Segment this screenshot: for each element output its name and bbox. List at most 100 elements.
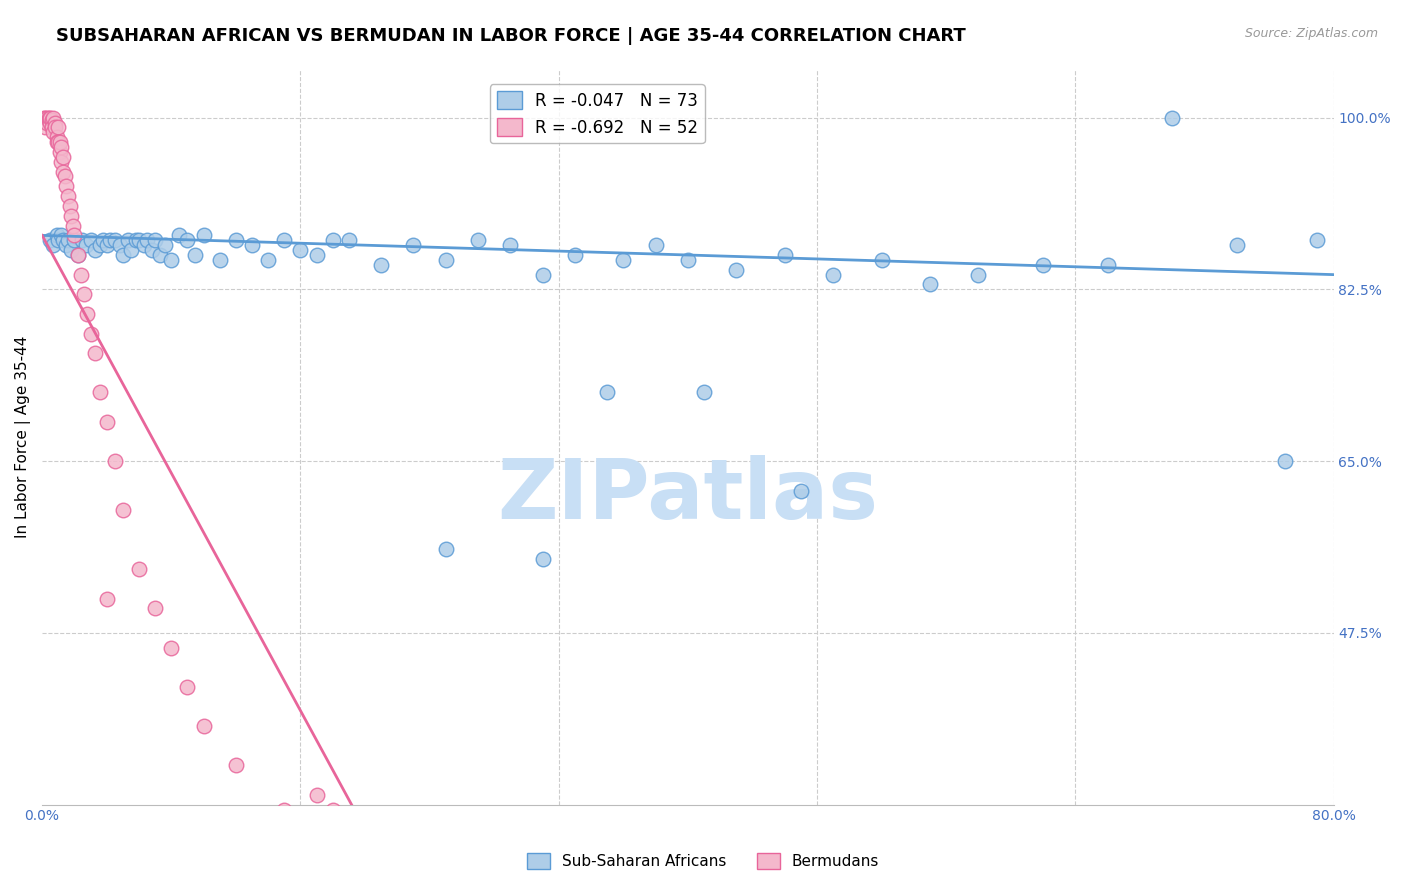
Point	[41, 112, 63, 127]
Point	[132, 238, 155, 252]
Point	[38, 111, 60, 125]
Point	[55, 179, 77, 194]
Point	[225, 758, 247, 772]
Point	[89, 385, 111, 400]
Point	[870, 252, 893, 267]
Point	[153, 238, 176, 252]
Point	[128, 562, 150, 576]
Point	[70, 268, 93, 282]
Point	[58, 199, 80, 213]
Point	[141, 243, 163, 257]
Point	[693, 385, 716, 400]
Point	[66, 248, 89, 262]
Point	[1306, 233, 1329, 247]
Point	[46, 135, 69, 149]
Point	[370, 258, 392, 272]
Point	[823, 268, 845, 282]
Point	[1161, 111, 1184, 125]
Point	[967, 268, 990, 282]
Point	[96, 415, 118, 429]
Point	[42, 238, 65, 252]
Point	[149, 248, 172, 262]
Point	[44, 120, 66, 135]
Point	[337, 233, 360, 247]
Point	[34, 120, 56, 135]
Point	[176, 680, 198, 694]
Legend: Sub-Saharan Africans, Bermudans: Sub-Saharan Africans, Bermudans	[520, 847, 886, 875]
Point	[240, 238, 263, 252]
Point	[79, 326, 101, 341]
Text: Source: ZipAtlas.com: Source: ZipAtlas.com	[1244, 27, 1378, 40]
Point	[612, 252, 634, 267]
Point	[208, 252, 231, 267]
Point	[918, 277, 941, 292]
Point	[402, 238, 425, 252]
Point	[104, 233, 127, 247]
Point	[434, 252, 457, 267]
Point	[225, 233, 247, 247]
Point	[169, 228, 191, 243]
Point	[644, 238, 666, 252]
Point	[596, 385, 619, 400]
Point	[531, 552, 554, 566]
Point	[53, 169, 76, 184]
Point	[193, 719, 215, 733]
Point	[1032, 258, 1054, 272]
Point	[725, 262, 748, 277]
Point	[66, 248, 89, 262]
Point	[143, 601, 166, 615]
Point	[128, 233, 150, 247]
Point	[98, 233, 121, 247]
Point	[41, 120, 63, 135]
Point	[52, 233, 75, 247]
Point	[790, 483, 813, 498]
Point	[84, 346, 107, 360]
Point	[564, 248, 586, 262]
Point	[273, 233, 295, 247]
Point	[45, 228, 67, 243]
Point	[76, 307, 98, 321]
Point	[290, 243, 312, 257]
Point	[35, 115, 58, 129]
Point	[32, 111, 55, 125]
Point	[56, 233, 79, 247]
Point	[531, 268, 554, 282]
Point	[1274, 454, 1296, 468]
Point	[273, 803, 295, 817]
Y-axis label: In Labor Force | Age 35-44: In Labor Force | Age 35-44	[15, 335, 31, 538]
Point	[322, 233, 344, 247]
Point	[184, 248, 207, 262]
Point	[104, 454, 127, 468]
Point	[60, 209, 83, 223]
Point	[62, 219, 84, 233]
Point	[93, 233, 115, 247]
Point	[467, 233, 489, 247]
Point	[773, 248, 796, 262]
Point	[49, 145, 72, 159]
Point	[60, 243, 83, 257]
Point	[120, 243, 142, 257]
Point	[39, 233, 62, 247]
Point	[63, 233, 86, 247]
Point	[676, 252, 699, 267]
Point	[305, 788, 328, 802]
Point	[45, 130, 67, 145]
Point	[45, 135, 67, 149]
Point	[499, 238, 522, 252]
Point	[84, 243, 107, 257]
Legend: R = -0.047   N = 73, R = -0.692   N = 52: R = -0.047 N = 73, R = -0.692 N = 52	[491, 84, 704, 144]
Point	[42, 111, 65, 125]
Point	[111, 248, 134, 262]
Point	[108, 238, 131, 252]
Point	[136, 233, 159, 247]
Point	[1226, 238, 1249, 252]
Point	[49, 135, 72, 149]
Point	[89, 238, 111, 252]
Point	[75, 238, 97, 252]
Point	[143, 233, 166, 247]
Point	[193, 228, 215, 243]
Point	[38, 112, 60, 127]
Point	[79, 233, 101, 247]
Point	[56, 189, 79, 203]
Point	[52, 164, 75, 178]
